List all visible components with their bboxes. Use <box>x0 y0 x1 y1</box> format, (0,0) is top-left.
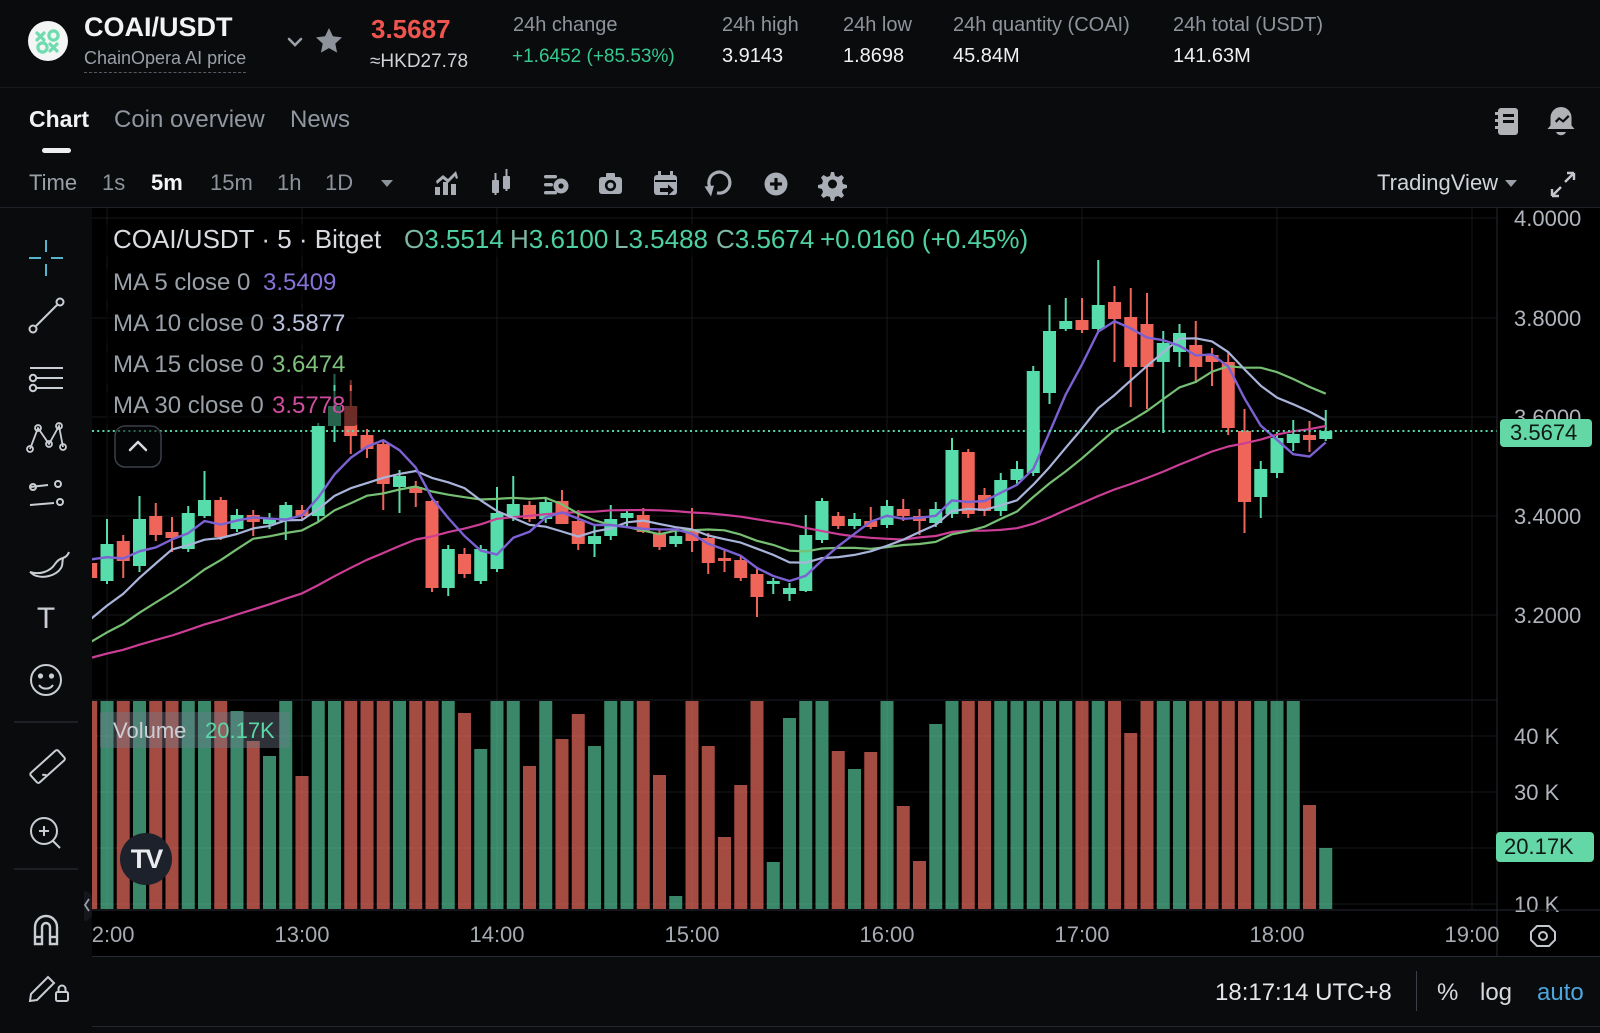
svg-text:20.17K: 20.17K <box>1504 834 1574 859</box>
svg-text:3.6474: 3.6474 <box>272 351 345 378</box>
svg-text:Volume: Volume <box>113 718 186 743</box>
svg-text:40 K: 40 K <box>1514 724 1560 749</box>
svg-text:16:00: 16:00 <box>859 922 914 947</box>
svg-text:30 K: 30 K <box>1514 780 1560 805</box>
svg-text:14:00: 14:00 <box>469 922 524 947</box>
svg-text:O3.5514: O3.5514 <box>404 224 504 254</box>
svg-text:18:00: 18:00 <box>1249 922 1304 947</box>
svg-text:4.0000: 4.0000 <box>1514 208 1581 231</box>
svg-text:3.2000: 3.2000 <box>1514 603 1581 628</box>
svg-text:10 K: 10 K <box>1514 892 1560 917</box>
svg-text:15:00: 15:00 <box>664 922 719 947</box>
svg-text:L3.5488: L3.5488 <box>614 224 708 254</box>
svg-text:13:00: 13:00 <box>274 922 329 947</box>
svg-text:T: T <box>37 602 55 635</box>
svg-text:12:00: 12:00 <box>92 922 135 947</box>
svg-text:3.4000: 3.4000 <box>1514 504 1581 529</box>
svg-text:TV: TV <box>131 844 163 874</box>
svg-text:COAI/USDT · 5 · Bitget: COAI/USDT · 5 · Bitget <box>113 224 382 254</box>
svg-text:19:00: 19:00 <box>1444 922 1499 947</box>
svg-text:+0.0160 (+0.45%): +0.0160 (+0.45%) <box>820 224 1028 254</box>
svg-text:H3.6100: H3.6100 <box>510 224 608 254</box>
svg-text:MA 10 close 0: MA 10 close 0 <box>113 310 264 337</box>
svg-text:MA 30 close 0: MA 30 close 0 <box>113 392 264 419</box>
svg-text:17:00: 17:00 <box>1054 922 1109 947</box>
svg-text:3.5877: 3.5877 <box>272 310 345 337</box>
svg-text:C3.5674: C3.5674 <box>716 224 814 254</box>
svg-text:3.5778: 3.5778 <box>272 392 345 419</box>
svg-text:MA 15 close 0: MA 15 close 0 <box>113 351 264 378</box>
svg-text:3.5674: 3.5674 <box>1510 420 1577 445</box>
svg-text:20.17K: 20.17K <box>205 718 275 743</box>
svg-text:3.5409: 3.5409 <box>263 269 336 296</box>
svg-text:3.8000: 3.8000 <box>1514 306 1581 331</box>
svg-text:MA 5 close 0: MA 5 close 0 <box>113 269 250 296</box>
